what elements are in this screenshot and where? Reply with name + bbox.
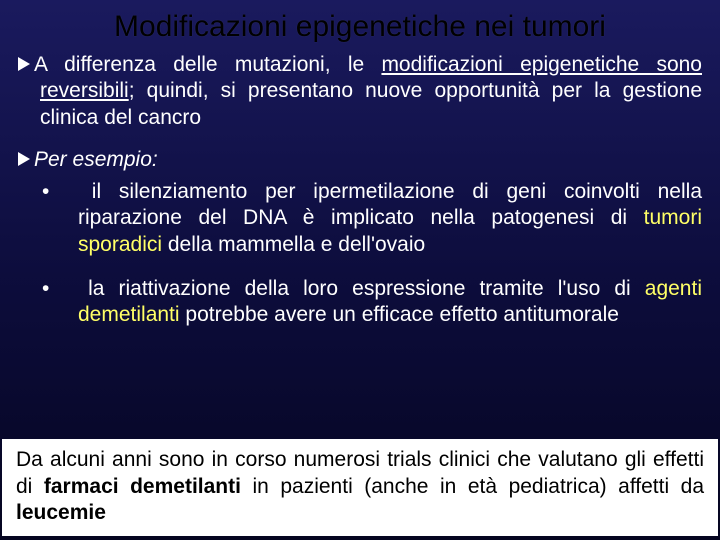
bullet-dot-icon: • bbox=[60, 179, 74, 205]
s2-a: la riattivazione della loro espressione … bbox=[88, 277, 645, 300]
arrow-icon bbox=[18, 57, 30, 71]
title-area: Modificazioni epigenetiche nei tumori bbox=[0, 0, 720, 58]
sub-bullet-1: • il silenziamento per ipermetilazione d… bbox=[60, 179, 702, 258]
footer-box: Da alcuni anni sono in corso numerosi tr… bbox=[2, 439, 718, 536]
p1-text-b: ; quindi, si presentano nuove opportunit… bbox=[40, 79, 702, 128]
bullet-dot-icon: • bbox=[60, 276, 74, 302]
s1-a: il silenziamento per ipermetilazione di … bbox=[74, 180, 702, 229]
sub-bullet-2: • la riattivazione della loro espression… bbox=[60, 276, 702, 329]
arrow-icon bbox=[18, 152, 30, 166]
footer-c: in pazienti (anche in età pediatrica) af… bbox=[241, 475, 704, 498]
s2-b: potrebbe avere un efficace effetto antit… bbox=[180, 303, 619, 326]
p1-text-a: A differenza delle mutazioni, le bbox=[34, 53, 381, 76]
bullet-1: A differenza delle mutazioni, le modific… bbox=[18, 52, 702, 131]
footer-bold-2: leucemie bbox=[16, 501, 106, 524]
footer-bold-1: farmaci demetilanti bbox=[44, 475, 241, 498]
s1-b: della mammella e dell'ovaio bbox=[162, 233, 425, 256]
title-text: Modificazioni epigenetiche nei tumori bbox=[114, 10, 606, 43]
p2-text: Per esempio: bbox=[34, 148, 158, 171]
slide-title: Modificazioni epigenetiche nei tumori bbox=[0, 0, 720, 58]
content-area: A differenza delle mutazioni, le modific… bbox=[18, 52, 702, 346]
bullet-2: Per esempio: bbox=[18, 147, 702, 173]
